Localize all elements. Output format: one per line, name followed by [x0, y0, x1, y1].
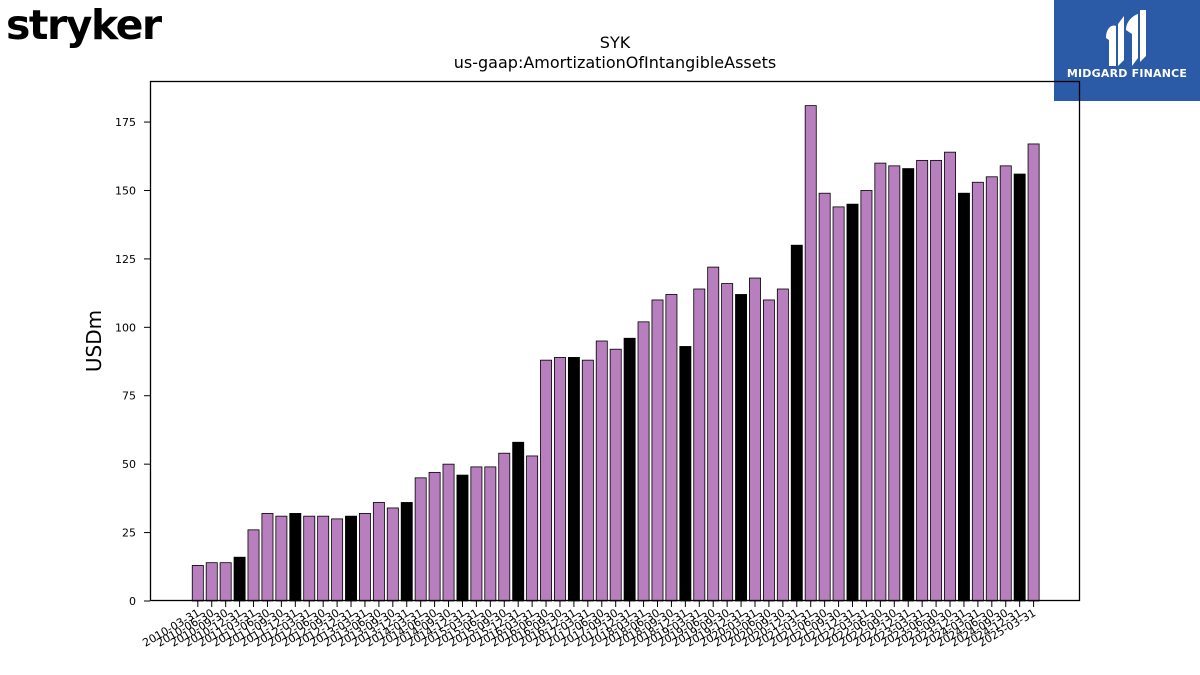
bar	[233, 556, 246, 602]
y-tick-label: 150	[115, 184, 136, 197]
bar	[261, 513, 274, 602]
bar	[428, 471, 441, 602]
bar	[205, 562, 218, 602]
bar	[985, 176, 998, 602]
y-tick-label: 50	[122, 458, 136, 471]
y-axis-label: USDm	[82, 310, 106, 372]
bar	[456, 474, 469, 602]
bar	[651, 299, 664, 602]
bar	[735, 294, 748, 602]
bar	[331, 518, 344, 602]
bar-series	[191, 105, 1040, 602]
bar	[372, 502, 385, 602]
bar	[707, 266, 720, 602]
bar	[470, 466, 483, 602]
y-tick-label: 75	[122, 390, 136, 403]
stryker-logo: stryker	[6, 0, 166, 50]
bar	[554, 357, 566, 602]
stryker-logo-text: stryker	[6, 1, 162, 49]
bar	[345, 515, 357, 602]
bar	[874, 162, 887, 602]
y-tick-label: 25	[122, 527, 136, 540]
bar	[637, 321, 650, 602]
y-tick-label: 175	[115, 116, 136, 129]
bar	[916, 159, 929, 602]
bar	[888, 165, 901, 602]
bar	[679, 346, 692, 602]
midgard-m-icon	[1106, 10, 1146, 66]
bar	[971, 181, 984, 602]
bar	[804, 105, 817, 602]
bar	[623, 337, 636, 602]
bar	[581, 359, 594, 602]
y-tick-label: 100	[115, 321, 136, 334]
bar	[609, 348, 622, 602]
bar	[693, 288, 706, 602]
bar	[846, 203, 859, 602]
bar	[289, 513, 302, 602]
bar	[999, 165, 1012, 602]
bar	[526, 455, 539, 602]
bar	[958, 192, 970, 602]
bar	[484, 466, 497, 602]
bar	[790, 244, 803, 602]
bar	[317, 515, 330, 602]
bar	[303, 515, 316, 602]
bar	[219, 562, 232, 602]
plot-frame	[149, 80, 1081, 602]
bar	[762, 299, 775, 602]
bar	[944, 151, 956, 602]
y-tick-label: 0	[129, 595, 136, 608]
chart-title: SYK	[600, 33, 631, 52]
y-tick-label: 125	[115, 253, 136, 266]
bar	[902, 168, 915, 602]
bar	[498, 452, 511, 602]
bar	[275, 515, 288, 602]
bar	[749, 277, 761, 602]
midgard-finance-brand-text: MIDGARD FINANCE	[1066, 67, 1188, 80]
bar	[414, 477, 427, 602]
bar	[247, 529, 260, 602]
chart-subtitle: us-gaap:AmortizationOfIntangibleAssets	[454, 53, 776, 72]
y-axis-ticks: 0 25 50 75 100 125 150 175	[115, 116, 150, 608]
bar	[191, 565, 204, 602]
bar	[832, 206, 845, 602]
bar	[540, 359, 553, 602]
x-axis-ticks: 2010-03-312010-06-302010-09-302010-12-31…	[140, 601, 1038, 650]
bar	[776, 288, 789, 602]
bar	[442, 463, 455, 602]
bar	[400, 502, 413, 602]
bar	[359, 513, 371, 602]
bar	[930, 159, 943, 602]
bar	[860, 190, 873, 602]
bar	[595, 340, 608, 602]
bar	[665, 294, 678, 602]
bar	[512, 441, 525, 602]
bar	[818, 192, 831, 602]
bar	[721, 283, 734, 602]
midgard-finance-logo: MIDGARD FINANCE	[1054, 0, 1200, 101]
bar	[567, 357, 580, 602]
bar	[1027, 143, 1040, 602]
bar	[1013, 173, 1026, 602]
bar	[386, 507, 399, 602]
